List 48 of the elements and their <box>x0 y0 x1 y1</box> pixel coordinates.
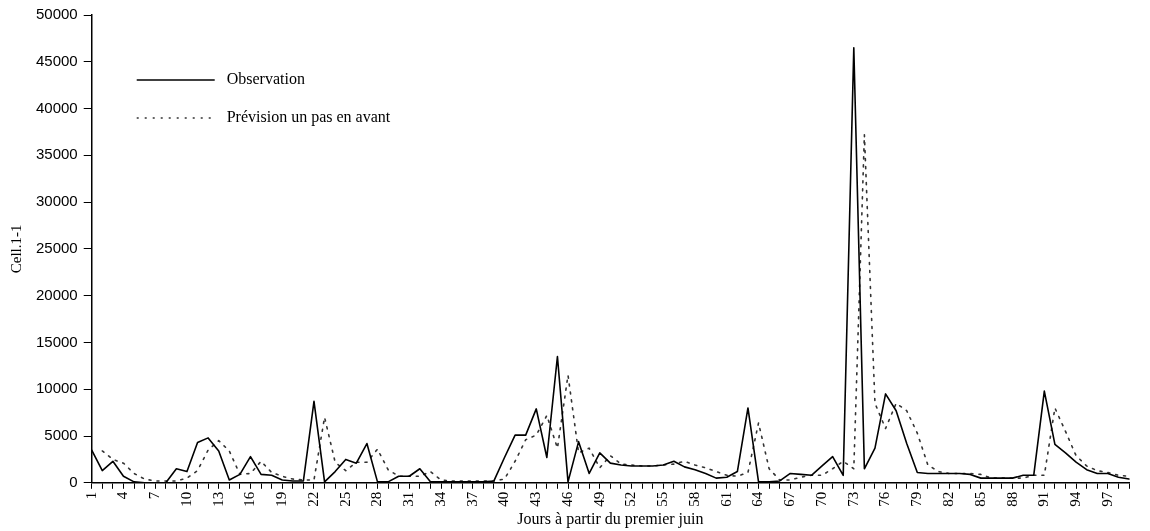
x-tick-label: 10 <box>177 491 194 507</box>
x-tick-label: 1 <box>82 491 99 500</box>
x-tick-label: 4 <box>114 491 131 500</box>
x-tick-label: 13 <box>209 491 226 507</box>
x-tick-label: 37 <box>463 491 480 507</box>
x-tick-label: 31 <box>400 491 417 507</box>
x-tick-label: 79 <box>908 491 925 507</box>
x-tick-label: 61 <box>717 491 734 507</box>
y-tick-label: 40000 <box>35 98 78 116</box>
x-tick-label: 22 <box>304 491 321 507</box>
x-tick-label: 82 <box>940 491 956 507</box>
x-tick-label: 25 <box>336 491 353 507</box>
x-tick-label: 76 <box>876 491 893 507</box>
x-tick-label: 19 <box>273 491 290 507</box>
y-tick-label: 50000 <box>35 5 78 23</box>
y-tick-label: 45000 <box>35 51 78 69</box>
y-tick-label: 25000 <box>35 239 78 257</box>
x-tick-label: 64 <box>749 491 766 507</box>
x-tick-label: 91 <box>1035 491 1052 507</box>
y-tick-label: 20000 <box>35 285 78 303</box>
y-axis-title: Cell.1-1 <box>7 224 24 274</box>
x-tick-label: 97 <box>1098 491 1115 507</box>
y-tick-label: 35000 <box>35 145 78 163</box>
x-tick-label: 46 <box>558 491 575 507</box>
x-tick-label: 52 <box>622 491 639 507</box>
x-tick-label: 49 <box>590 491 607 507</box>
x-tick-label: 34 <box>431 491 448 507</box>
x-tick-label: 85 <box>971 491 988 507</box>
x-tick-label: 43 <box>527 491 544 507</box>
x-tick-label: 55 <box>654 491 671 507</box>
legend-label: Observation <box>226 70 305 88</box>
y-tick-label: 0 <box>69 472 78 490</box>
x-tick-label: 70 <box>812 491 829 507</box>
x-tick-label: 16 <box>241 491 258 507</box>
x-tick-label: 67 <box>781 491 798 507</box>
x-tick-label: 40 <box>495 491 512 507</box>
y-tick-label: 10000 <box>35 379 78 397</box>
y-tick-label: 5000 <box>44 426 78 444</box>
x-tick-label: 94 <box>1067 491 1084 507</box>
x-tick-label: 7 <box>146 491 163 500</box>
legend-label: Prévision un pas en avant <box>226 108 391 127</box>
x-tick-label: 28 <box>368 491 385 507</box>
x-tick-label: 58 <box>685 491 702 507</box>
y-tick-label: 15000 <box>35 332 78 350</box>
y-tick-label: 30000 <box>35 192 78 210</box>
x-tick-label: 88 <box>1003 491 1020 507</box>
x-axis-title: Jours à partir du premier juin <box>517 509 704 528</box>
x-tick-label: 73 <box>844 491 861 507</box>
